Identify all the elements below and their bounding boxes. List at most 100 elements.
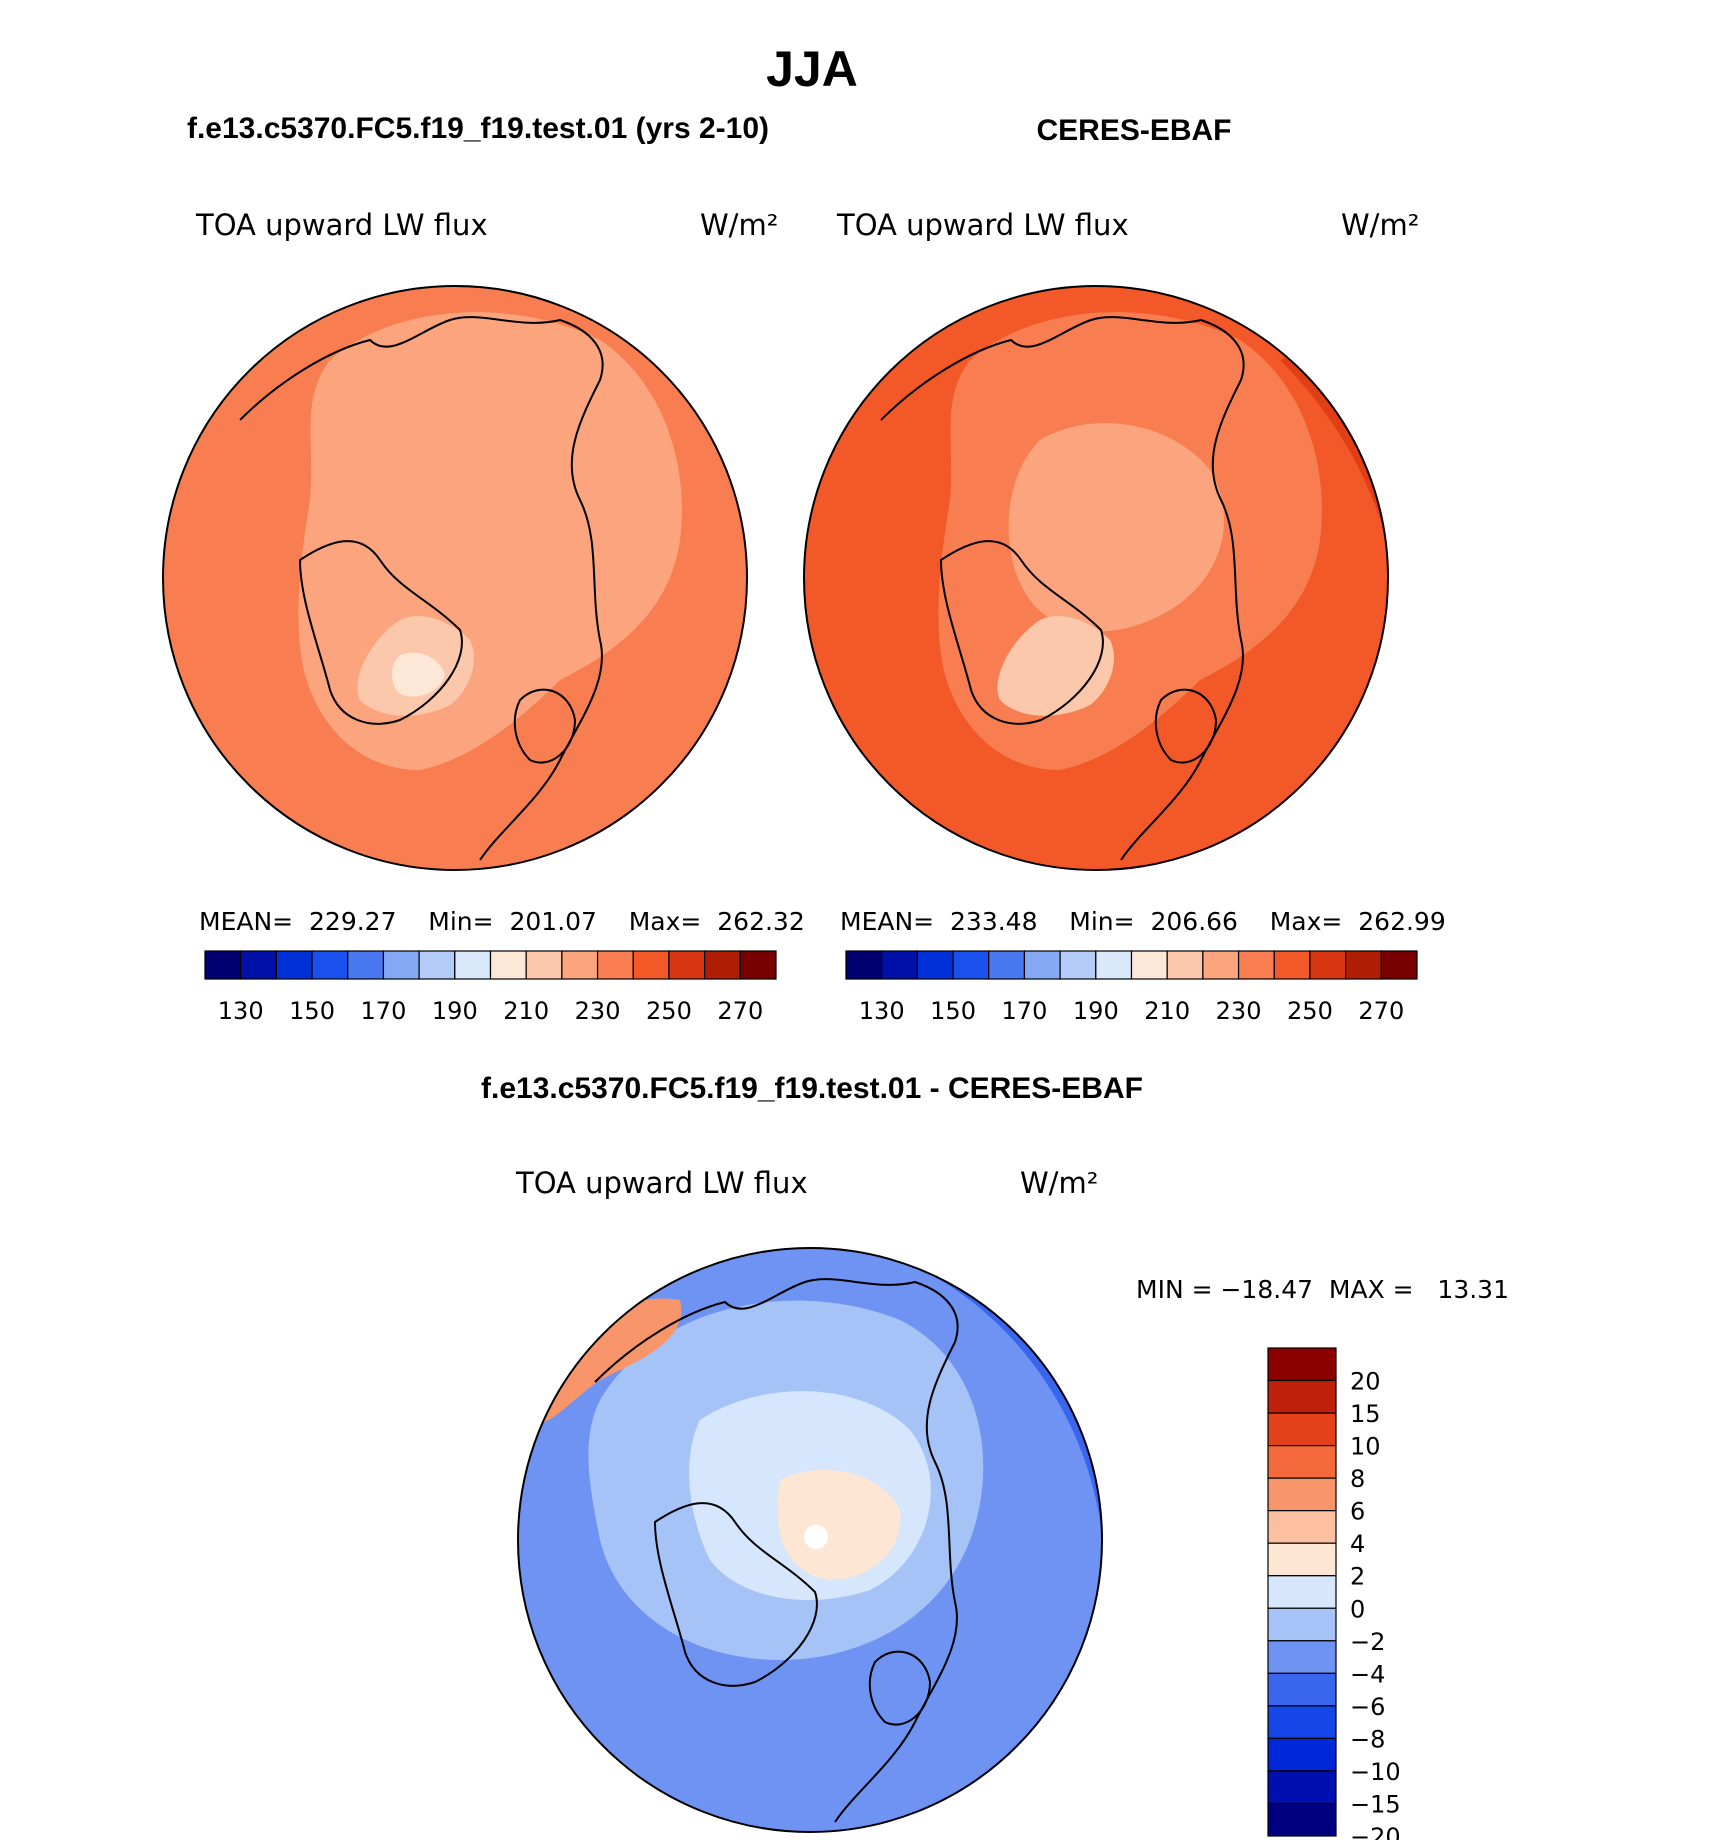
colorbar-swatch — [1237, 950, 1275, 980]
colorbar-swatch — [382, 950, 420, 980]
model-panel-title: f.e13.c5370.FC5.f19_f19.test.01 (yrs 2-1… — [187, 112, 769, 145]
colorbar-swatch — [418, 950, 456, 980]
model-panel: TOA upward LW flux W/m² MEAN= 229.27 Min… — [162, 208, 805, 1025]
colorbar-swatch — [988, 950, 1026, 980]
obs-coastline — [880, 316, 1245, 861]
model-map — [162, 285, 748, 871]
colorbar-tick-label: −8 — [1350, 1725, 1385, 1753]
colorbar-tick-label: 230 — [575, 997, 621, 1025]
colorbar-tick-label: 170 — [1002, 997, 1048, 1025]
colorbar-swatch — [1267, 1705, 1337, 1740]
colorbar-tick-label: 170 — [361, 997, 407, 1025]
colorbar-swatch — [1267, 1607, 1337, 1642]
colorbar-tick-label: 130 — [218, 997, 264, 1025]
colorbar-swatch — [275, 950, 313, 980]
colorbar-swatch — [916, 950, 954, 980]
colorbar-swatch — [1130, 950, 1168, 980]
colorbar-swatch — [347, 950, 385, 980]
colorbar-swatch — [1267, 1542, 1337, 1577]
colorbar-swatch — [668, 950, 706, 980]
colorbar-swatch — [1267, 1477, 1337, 1512]
difference-stats: MIN = −18.47 MAX = 13.31 — [1136, 1275, 1509, 1304]
colorbar-tick-label: −15 — [1350, 1790, 1401, 1818]
model-greenland-core — [391, 652, 445, 697]
colorbar-swatch — [1309, 950, 1347, 980]
difference-variable-label: TOA upward LW flux — [515, 1166, 808, 1200]
colorbar-tick-label: 6 — [1350, 1498, 1365, 1526]
colorbar-tick-label: −2 — [1350, 1628, 1385, 1656]
colorbar-tick-label: 150 — [289, 997, 335, 1025]
obs-greenland — [997, 616, 1114, 716]
colorbar-swatch — [1267, 1510, 1337, 1544]
colorbar-swatch — [1267, 1347, 1337, 1382]
colorbar-tick-label: 210 — [503, 997, 549, 1025]
colorbar-tick-label: −4 — [1350, 1660, 1385, 1688]
difference-panel: TOA upward LW flux W/m² MIN = −18.47 MAX… — [515, 1166, 1509, 1840]
colorbar-swatch — [1345, 950, 1382, 980]
colorbar-swatch — [1202, 950, 1240, 980]
difference-map — [517, 1247, 1103, 1833]
colorbar-tick-label: −10 — [1350, 1758, 1401, 1786]
model-coastline — [239, 316, 604, 861]
colorbar-tick-label: 0 — [1350, 1595, 1365, 1623]
colorbar-swatch — [1059, 950, 1097, 980]
obs-variable-label: TOA upward LW flux — [836, 208, 1129, 242]
colorbar-swatch — [739, 950, 777, 980]
model-stats: MEAN= 229.27 Min= 201.07 Max= 262.32 — [199, 907, 805, 936]
colorbar-swatch — [1267, 1575, 1337, 1609]
colorbar-swatch — [1380, 950, 1418, 980]
colorbar-swatch — [1166, 950, 1204, 980]
colorbar-swatch — [1267, 1737, 1337, 1772]
colorbar-swatch — [1095, 950, 1133, 980]
colorbar-swatch — [952, 950, 990, 980]
colorbar-swatch — [561, 950, 599, 980]
colorbar-tick-label: 4 — [1350, 1530, 1365, 1558]
colorbar-tick-label: 250 — [646, 997, 692, 1025]
colorbar-swatch — [1267, 1379, 1337, 1414]
obs-map-border — [803, 285, 1389, 871]
colorbar-swatch — [1267, 1802, 1337, 1837]
model-map-border — [162, 285, 748, 871]
difference-map-border — [517, 1247, 1103, 1833]
colorbar-tick-label: 10 — [1350, 1433, 1381, 1461]
colorbar-swatch — [1267, 1640, 1337, 1674]
colorbar-swatch — [1267, 1444, 1337, 1479]
colorbar-tick-label: 20 — [1350, 1368, 1381, 1396]
obs-stats: MEAN= 233.48 Min= 206.66 Max= 262.99 — [840, 907, 1446, 936]
obs-panel-title: CERES-EBAF — [1036, 114, 1231, 147]
colorbar-swatch — [525, 950, 563, 980]
colorbar-swatch — [845, 950, 883, 980]
colorbar-swatch — [704, 950, 741, 980]
colorbar-swatch — [240, 950, 277, 980]
colorbar-tick-label: 150 — [930, 997, 976, 1025]
obs-central-arctic — [1008, 423, 1225, 632]
difference-units-label: W/m² — [1020, 1166, 1098, 1200]
obs-colorbar: 130 150 170 190 210 230 250 270 — [845, 950, 1418, 1025]
colorbar-tick-label: 230 — [1216, 997, 1262, 1025]
colorbar-swatch — [1267, 1770, 1337, 1805]
colorbar-swatch — [632, 950, 670, 980]
colorbar-tick-label: −20 — [1350, 1823, 1401, 1840]
obs-units-label: W/m² — [1341, 208, 1419, 242]
colorbar-tick-label: 270 — [717, 997, 763, 1025]
colorbar-tick-label: 250 — [1287, 997, 1333, 1025]
model-units-label: W/m² — [700, 208, 778, 242]
difference-positive-core — [777, 1470, 901, 1580]
colorbar-swatch — [1267, 1672, 1337, 1707]
colorbar-swatch — [454, 950, 492, 980]
colorbar-tick-label: −6 — [1350, 1693, 1385, 1721]
colorbar-tick-label: 270 — [1358, 997, 1404, 1025]
obs-map — [803, 285, 1389, 871]
obs-panel: TOA upward LW flux W/m² MEAN= 233.48 Min… — [803, 208, 1446, 1025]
colorbar-tick-label: 210 — [1144, 997, 1190, 1025]
colorbar-swatch — [1273, 950, 1311, 980]
colorbar-swatch — [204, 950, 242, 980]
model-colorbar: 130 150 170 190 210 230 250 270 — [204, 950, 777, 1025]
colorbar-tick-label: 130 — [859, 997, 905, 1025]
colorbar-tick-label: 190 — [432, 997, 478, 1025]
colorbar-tick-label: 190 — [1073, 997, 1119, 1025]
colorbar-tick-label: 15 — [1350, 1400, 1381, 1428]
colorbar-tick-label: 2 — [1350, 1563, 1365, 1591]
